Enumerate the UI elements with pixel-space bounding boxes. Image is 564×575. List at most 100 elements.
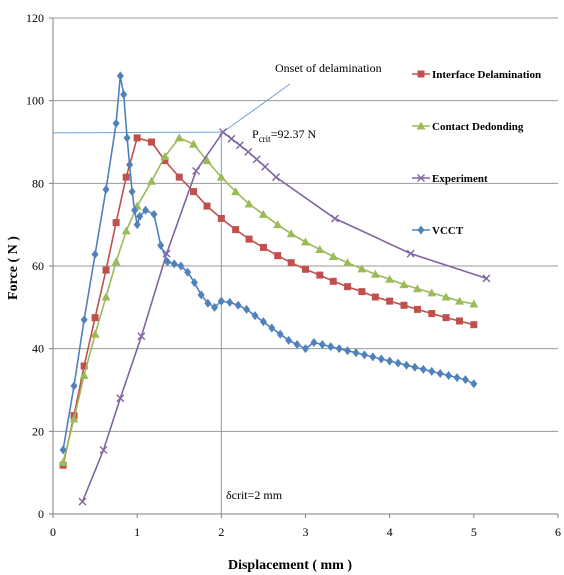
y-tick-label: 100 (26, 94, 44, 108)
data-point (146, 176, 156, 185)
data-point (302, 344, 309, 354)
data-point (217, 214, 225, 222)
data-point (385, 274, 395, 283)
data-point (403, 360, 410, 370)
legend-swatch-marker (416, 121, 426, 130)
data-point (189, 139, 199, 148)
data-point (461, 375, 469, 385)
legend: Interface Delamination Contact Dedonding E… (412, 69, 541, 237)
series-interface-delamination (59, 134, 478, 469)
data-point (344, 283, 352, 291)
data-point (175, 173, 183, 181)
data-point (101, 292, 111, 301)
data-point (59, 445, 67, 455)
data-point (197, 290, 205, 300)
y-tick-label: 20 (32, 424, 44, 438)
data-point (58, 457, 68, 466)
p-crit-line (52, 131, 224, 134)
data-point (80, 315, 88, 325)
data-point (259, 243, 267, 251)
data-point (370, 269, 380, 278)
data-point (400, 301, 408, 309)
data-point (412, 284, 422, 293)
data-point (259, 317, 267, 327)
data-point (91, 249, 99, 259)
data-point (184, 267, 192, 277)
data-point (231, 187, 241, 196)
data-point (245, 235, 253, 243)
data-point (131, 205, 139, 215)
data-point (126, 160, 134, 170)
data-point (232, 226, 240, 234)
data-point (111, 257, 121, 266)
data-point (352, 348, 360, 358)
data-point (427, 288, 437, 297)
data-point (102, 266, 110, 274)
data-point (160, 151, 170, 160)
data-point (273, 220, 283, 229)
x-tick-label: 3 (303, 525, 309, 539)
onset-label: Onset of delamination (275, 61, 382, 75)
data-point (369, 352, 377, 362)
legend-item: VCCT (412, 225, 464, 237)
data-point (190, 278, 198, 288)
data-point (302, 265, 309, 273)
data-point (470, 321, 478, 329)
annotation-lines (52, 83, 291, 514)
y-tick-label: 40 (32, 342, 44, 356)
data-point (428, 366, 436, 376)
data-point (274, 252, 282, 260)
data-point (327, 342, 335, 352)
data-point (123, 133, 131, 143)
data-point (293, 340, 301, 350)
data-point (120, 89, 128, 99)
data-point (177, 261, 185, 271)
data-point (99, 445, 108, 454)
y-axis-title: Force ( N ) (6, 236, 21, 300)
data-point (150, 209, 158, 219)
data-point (329, 277, 337, 285)
data-point (413, 305, 421, 313)
data-point (142, 205, 150, 215)
data-point (234, 300, 242, 310)
data-point (216, 172, 226, 181)
data-point (442, 314, 450, 322)
series-line (62, 136, 475, 466)
data-point (445, 371, 453, 381)
legend-swatch-marker (417, 70, 425, 78)
data-point (371, 293, 379, 301)
legend-label: VCCT (432, 225, 464, 237)
data-point (301, 237, 310, 246)
y-tick-label: 60 (32, 259, 44, 273)
data-point (343, 258, 353, 267)
series-vcct (59, 71, 478, 455)
data-point (244, 199, 254, 208)
data-point (411, 362, 419, 372)
data-point (137, 332, 146, 341)
legend-swatch-marker (417, 225, 425, 235)
legend-swatch-marker (417, 174, 425, 182)
y-tick-label: 80 (32, 176, 44, 190)
data-point (202, 156, 212, 165)
data-point (406, 249, 415, 258)
data-point (357, 264, 367, 273)
series-line (81, 130, 487, 502)
legend-item: Experiment (412, 173, 488, 185)
data-point (315, 244, 325, 253)
data-point (335, 344, 343, 354)
data-point (122, 173, 130, 181)
series-group (58, 71, 491, 506)
data-point (136, 211, 144, 221)
data-point (272, 173, 281, 182)
delta-crit-label: δcrit=2 mm (226, 488, 283, 502)
data-point (286, 229, 296, 238)
data-point (112, 118, 120, 128)
data-point (310, 337, 318, 347)
data-point (121, 226, 131, 235)
data-point (243, 304, 251, 314)
data-point (482, 274, 491, 283)
data-point (80, 362, 88, 370)
x-tick-label: 4 (387, 525, 393, 539)
data-point (470, 379, 478, 389)
